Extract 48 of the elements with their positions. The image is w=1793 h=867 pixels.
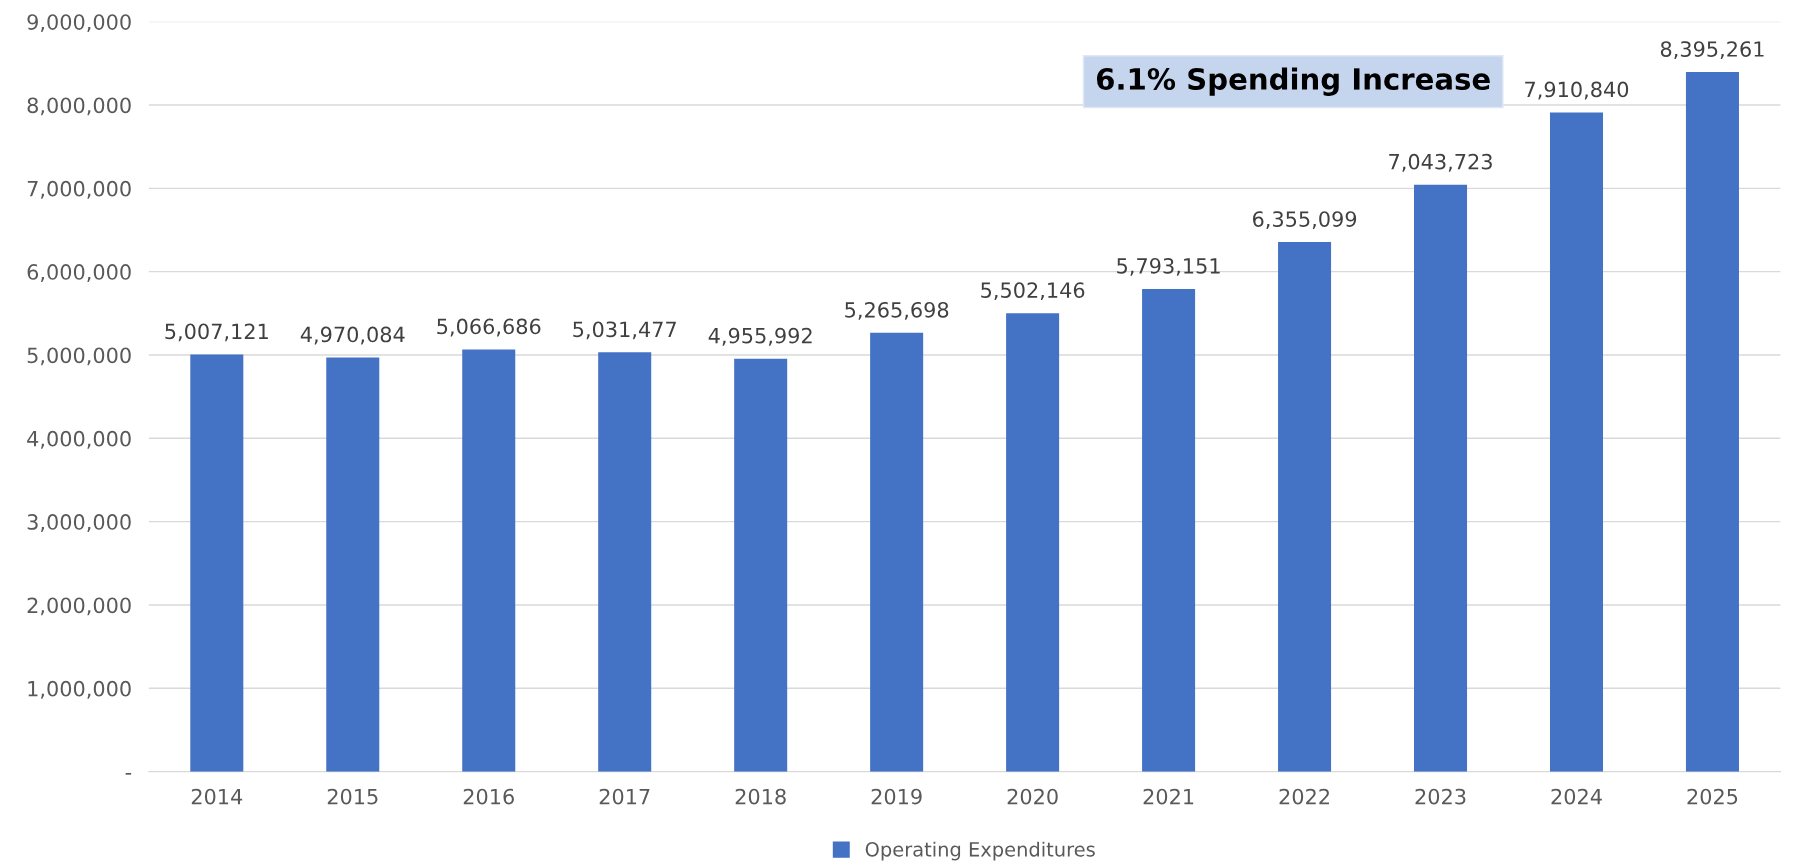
y-tick-label: 6,000,000 [27, 264, 131, 282]
bar [870, 332, 924, 772]
y-tick-label: 9,000,000 [27, 14, 131, 33]
x-tick-label: 2014 [191, 788, 243, 805]
data-label: 8,395,261 [1660, 41, 1764, 60]
bar [1278, 242, 1332, 772]
y-tick-label: 7,000,000 [27, 180, 131, 199]
y-tick-label: 2,000,000 [27, 597, 131, 616]
x-tick-label: 2020 [1007, 788, 1058, 805]
data-label: 4,955,992 [708, 327, 812, 346]
bar [1685, 72, 1739, 772]
y-tick-label: 1,000,000 [28, 680, 131, 699]
y-tick-label: 3,000,000 [27, 514, 131, 532]
data-label: 5,031,477 [573, 321, 676, 340]
bar [1142, 288, 1196, 772]
legend-label: Operating Expenditures [865, 841, 1095, 861]
x-tick-label: 2018 [735, 788, 786, 805]
bar [462, 349, 516, 772]
bar [1414, 184, 1468, 772]
y-tick-label: 8,000,000 [27, 97, 131, 116]
x-tick-label: 2022 [1279, 788, 1329, 805]
bar [190, 354, 244, 772]
x-tick-label: 2023 [1415, 788, 1466, 805]
data-label: 5,793,151 [1117, 257, 1220, 276]
data-label: 5,502,146 [981, 282, 1085, 301]
data-label: 6,355,099 [1253, 211, 1357, 230]
bar [598, 352, 652, 772]
bar [734, 358, 788, 772]
x-tick-label: 2025 [1687, 788, 1738, 805]
data-label: 4,970,084 [300, 326, 405, 345]
bar [1006, 313, 1060, 772]
data-label: 7,910,840 [1525, 81, 1629, 100]
x-tick-label: 2015 [327, 788, 378, 805]
data-label: 5,265,698 [845, 301, 949, 320]
x-tick-label: 2019 [871, 788, 922, 805]
data-label: 5,007,121 [165, 323, 268, 342]
y-tick-label: 5,000,000 [27, 347, 131, 366]
data-label: 7,043,723 [1389, 153, 1492, 172]
x-tick-label: 2021 [1143, 788, 1194, 805]
data-label: 5,066,686 [437, 318, 541, 337]
x-tick-label: 2024 [1551, 788, 1602, 805]
x-tick-label: 2017 [599, 788, 650, 805]
bar [326, 357, 380, 772]
y-tick-label: - [125, 773, 132, 775]
x-tick-label: 2016 [463, 788, 514, 805]
annotation: 6.1% Spending Increase [1096, 67, 1490, 96]
bar [1549, 112, 1604, 772]
y-tick-label: 4,000,000 [27, 430, 131, 449]
